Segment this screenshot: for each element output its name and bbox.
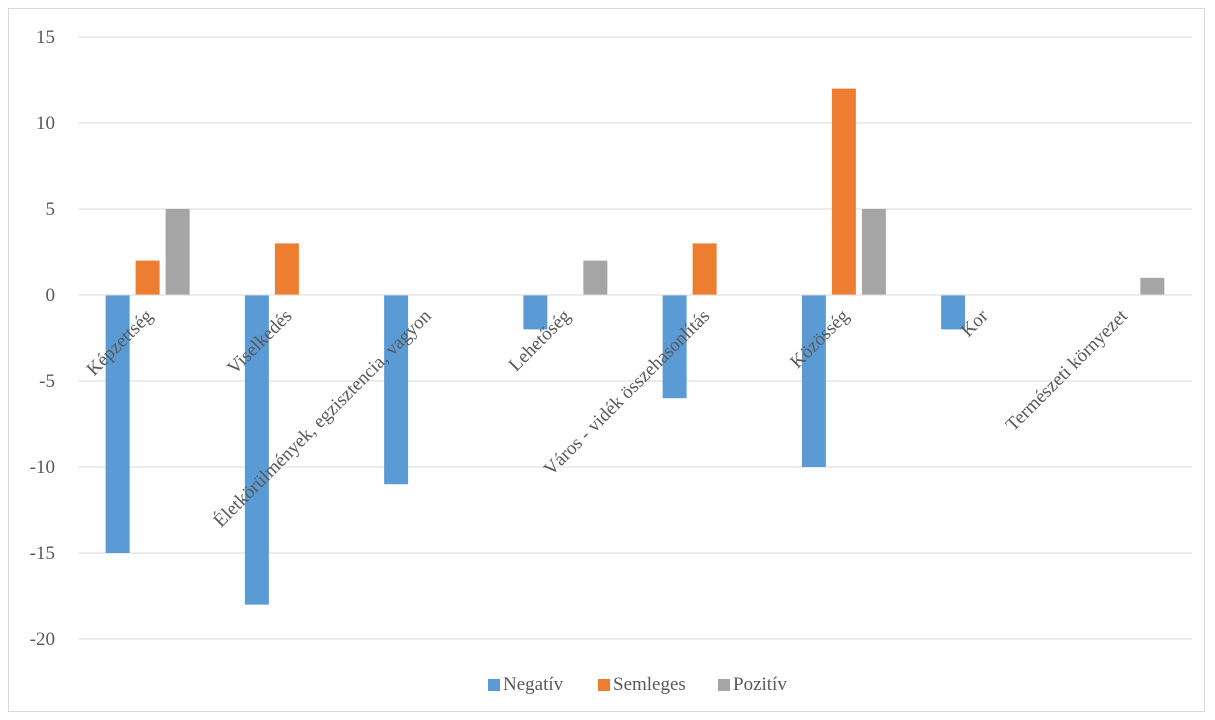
- y-tick-label: 15: [36, 27, 55, 48]
- category-label: Természeti környezet: [1002, 305, 1132, 435]
- y-tick-label: -20: [30, 629, 55, 650]
- y-tick-label: 5: [46, 199, 56, 220]
- bar-semleges: [692, 243, 717, 295]
- bar-pozitív: [165, 209, 190, 295]
- y-tick-label: -10: [30, 457, 55, 478]
- y-axis-ticks: 15 10 5 0 -5 -10 -15 -20: [30, 27, 55, 650]
- y-tick-label: 10: [36, 113, 55, 134]
- bar-negatív: [662, 295, 687, 399]
- legend: Negatív Semleges Pozitív: [488, 674, 787, 695]
- bar-semleges: [274, 243, 299, 295]
- legend-label: Semleges: [613, 674, 686, 695]
- bar-negatív: [105, 295, 130, 553]
- y-tick-label: -5: [39, 371, 55, 392]
- legend-label: Negatív: [503, 674, 564, 695]
- bar-semleges: [135, 260, 160, 295]
- bar-pozitív: [1140, 277, 1165, 295]
- y-tick-label: 0: [46, 285, 56, 306]
- bar-pozitív: [583, 260, 608, 295]
- legend-label: Pozitív: [733, 674, 787, 695]
- bars: [78, 88, 1192, 605]
- legend-swatch-negatív: [488, 679, 500, 691]
- y-tick-label: -15: [30, 543, 55, 564]
- chart-frame: [8, 8, 1205, 712]
- bar-negatív: [523, 295, 548, 330]
- bar-pozitív: [861, 209, 886, 295]
- bar-negatív: [244, 295, 269, 605]
- bar-negatív: [801, 295, 826, 467]
- legend-swatch-pozitív: [718, 679, 730, 691]
- bar-negatív: [384, 295, 409, 485]
- bar-semleges: [831, 88, 856, 295]
- bar-negatív: [941, 295, 966, 330]
- legend-swatch-semleges: [598, 679, 610, 691]
- category-label: Város - vidék összehasonlítás: [540, 306, 714, 480]
